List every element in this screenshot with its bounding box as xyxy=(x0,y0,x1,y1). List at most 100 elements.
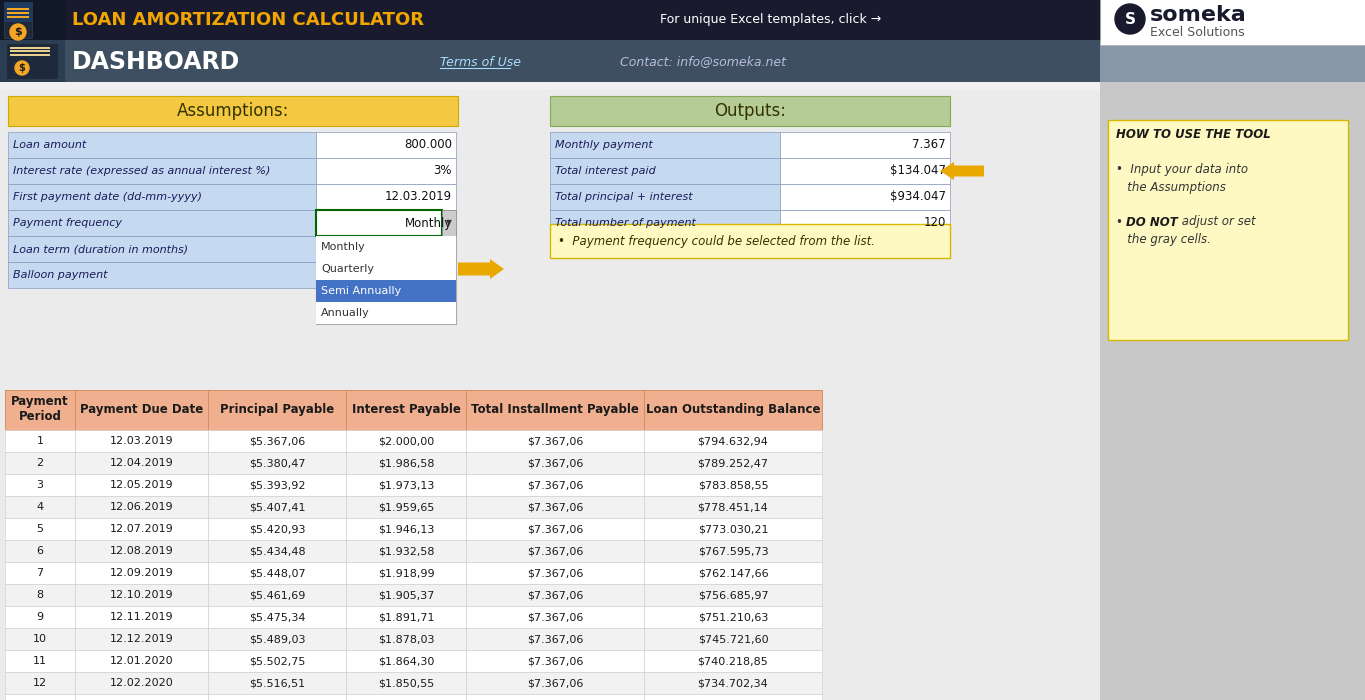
Text: $1.959,65: $1.959,65 xyxy=(378,502,434,512)
Bar xyxy=(207,650,345,672)
Bar xyxy=(345,390,465,430)
Text: $5.434,48: $5.434,48 xyxy=(248,546,306,556)
Text: $1.946,13: $1.946,13 xyxy=(378,524,434,534)
Text: 12.05.2019: 12.05.2019 xyxy=(109,480,173,490)
Text: 12.12.2019: 12.12.2019 xyxy=(109,634,173,644)
Text: $7.367,06: $7.367,06 xyxy=(527,634,583,644)
Bar xyxy=(550,158,779,184)
Text: $1.905,37: $1.905,37 xyxy=(378,590,434,600)
Bar xyxy=(644,584,822,606)
Bar xyxy=(75,390,207,430)
Text: DASHBOARD: DASHBOARD xyxy=(72,50,240,74)
Text: $7.367,06: $7.367,06 xyxy=(527,502,583,512)
Bar xyxy=(207,672,345,694)
Bar xyxy=(0,0,66,40)
Text: 6: 6 xyxy=(37,546,44,556)
Bar xyxy=(317,236,456,258)
Bar xyxy=(644,694,822,700)
Bar xyxy=(207,496,345,518)
Bar xyxy=(465,562,644,584)
Text: 2: 2 xyxy=(37,458,44,468)
Text: 7.367: 7.367 xyxy=(912,139,946,151)
Bar xyxy=(465,540,644,562)
Text: $934.047: $934.047 xyxy=(890,190,946,204)
Bar xyxy=(75,430,207,452)
Text: •: • xyxy=(1117,216,1130,228)
Text: 11: 11 xyxy=(33,656,46,666)
Text: $7.367,06: $7.367,06 xyxy=(527,458,583,468)
Text: 12.04.2019: 12.04.2019 xyxy=(109,458,173,468)
Text: $740.218,85: $740.218,85 xyxy=(698,656,768,666)
Bar xyxy=(75,474,207,496)
Bar xyxy=(8,210,317,236)
Text: $2.000,00: $2.000,00 xyxy=(378,436,434,446)
Bar xyxy=(0,82,1100,90)
Bar xyxy=(644,430,822,452)
Text: 8: 8 xyxy=(37,590,44,600)
Text: Excel Solutions: Excel Solutions xyxy=(1149,25,1245,38)
Text: •  Payment frequency could be selected from the list.: • Payment frequency could be selected fr… xyxy=(558,234,875,248)
Text: $5.380,47: $5.380,47 xyxy=(248,458,306,468)
Text: $7.367,06: $7.367,06 xyxy=(527,590,583,600)
Text: $134.047: $134.047 xyxy=(890,164,946,178)
Circle shape xyxy=(15,61,29,75)
Text: $7.367,06: $7.367,06 xyxy=(527,524,583,534)
Text: 120: 120 xyxy=(924,216,946,230)
Bar xyxy=(317,262,456,288)
Bar xyxy=(207,584,345,606)
Bar xyxy=(7,16,29,18)
Bar xyxy=(465,496,644,518)
Bar xyxy=(550,96,950,126)
Bar xyxy=(5,562,75,584)
Bar xyxy=(644,390,822,430)
Bar xyxy=(644,518,822,540)
Text: HOW TO USE THE TOOL: HOW TO USE THE TOOL xyxy=(1117,127,1271,141)
Bar xyxy=(317,236,456,262)
Text: 12.02.2020: 12.02.2020 xyxy=(109,678,173,688)
Text: Semi Annually: Semi Annually xyxy=(321,286,401,296)
Bar xyxy=(345,562,465,584)
Text: Payment frequency: Payment frequency xyxy=(14,218,121,228)
Text: Monthly payment: Monthly payment xyxy=(556,140,652,150)
Text: 4: 4 xyxy=(37,502,44,512)
Text: LOAN AMORTIZATION CALCULATOR: LOAN AMORTIZATION CALCULATOR xyxy=(72,11,425,29)
Bar xyxy=(5,474,75,496)
Bar xyxy=(207,430,345,452)
Bar xyxy=(75,628,207,650)
Bar xyxy=(5,694,75,700)
Text: $783.858,55: $783.858,55 xyxy=(698,480,768,490)
Text: For unique Excel templates, click →: For unique Excel templates, click → xyxy=(661,13,882,27)
Text: 12.06.2019: 12.06.2019 xyxy=(109,502,173,512)
Text: $7.367,06: $7.367,06 xyxy=(527,656,583,666)
Bar xyxy=(207,694,345,700)
Text: 3%: 3% xyxy=(434,164,452,178)
Bar xyxy=(8,184,317,210)
Bar xyxy=(465,672,644,694)
Text: 12.07.2019: 12.07.2019 xyxy=(109,524,173,534)
Bar xyxy=(207,452,345,474)
Text: Payment: Payment xyxy=(11,395,68,407)
Bar xyxy=(1100,82,1365,700)
Text: 7: 7 xyxy=(37,568,44,578)
Bar xyxy=(779,132,950,158)
Bar xyxy=(5,584,75,606)
Bar xyxy=(345,430,465,452)
Bar xyxy=(550,184,779,210)
Text: $: $ xyxy=(19,63,26,73)
Text: 5: 5 xyxy=(37,524,44,534)
Bar xyxy=(550,224,950,258)
Text: $794.632,94: $794.632,94 xyxy=(698,436,768,446)
Bar xyxy=(644,606,822,628)
Text: $734.702,34: $734.702,34 xyxy=(698,678,768,688)
Bar xyxy=(779,184,950,210)
Text: Quarterly: Quarterly xyxy=(321,264,374,274)
Bar xyxy=(5,606,75,628)
FancyArrow shape xyxy=(940,162,984,180)
Bar xyxy=(75,562,207,584)
Text: $1.973,13: $1.973,13 xyxy=(378,480,434,490)
Bar xyxy=(644,562,822,584)
Text: 800.000: 800.000 xyxy=(404,139,452,151)
Bar xyxy=(317,210,442,236)
Bar xyxy=(779,210,950,236)
Bar xyxy=(5,430,75,452)
